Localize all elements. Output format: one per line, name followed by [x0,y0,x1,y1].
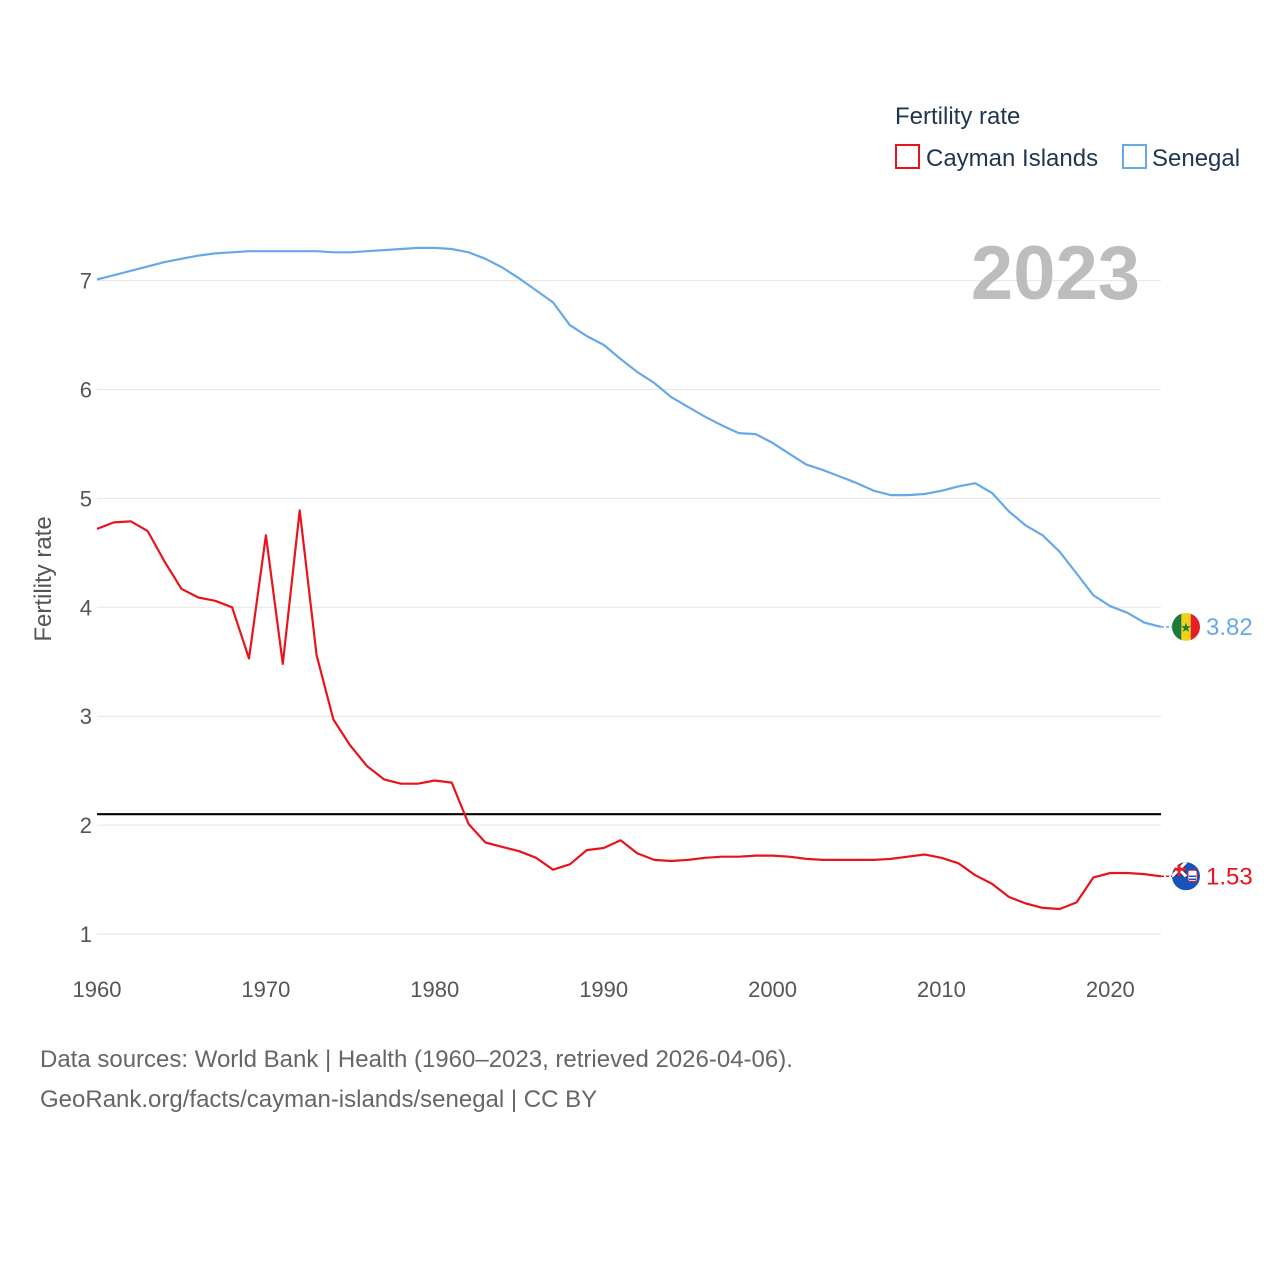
legend-item-cayman[interactable]: Cayman Islands [895,144,1098,172]
end-markers: 1.53 ★ 3.82 [1161,612,1253,891]
legend-label-senegal: Senegal [1152,145,1240,172]
flag-senegal-icon: ★ [1172,612,1200,641]
y-tick-label: 5 [80,486,92,511]
legend-swatch-senegal [1122,144,1147,169]
y-tick-label: 6 [80,378,92,403]
y-axis-ticks: 1 2 3 4 5 6 7 [80,269,92,947]
x-tick-label: 2020 [1086,977,1135,1002]
x-tick-label: 1960 [73,977,122,1002]
x-tick-label: 2000 [748,977,797,1002]
source-line-1: Data sources: World Bank | Health (1960–… [40,1046,793,1073]
y-tick-label: 1 [80,922,92,947]
x-axis-ticks: 1960 1970 1980 1990 2000 2010 2020 [73,977,1135,1002]
source-line-2: GeoRank.org/facts/cayman-islands/senegal… [40,1086,598,1113]
svg-text:★: ★ [1180,620,1192,635]
end-label-senegal: 3.82 [1206,614,1253,641]
fertility-chart: 1 2 3 4 5 6 7 1960 1970 1980 1990 2000 2010 2020 Fer… [30,103,1253,1002]
y-tick-label: 2 [80,813,92,838]
y-tick-label: 7 [80,269,92,294]
y-tick-label: 4 [80,595,92,620]
legend-title: Fertility rate [895,103,1020,130]
x-tick-label: 1980 [410,977,459,1002]
x-tick-label: 2010 [917,977,966,1002]
end-label-cayman-islands: 1.53 [1206,863,1253,890]
series-lines [96,246,1162,911]
legend-item-senegal[interactable]: Senegal [1122,144,1240,172]
y-axis-label: Fertility rate [30,516,57,641]
legend-label-cayman: Cayman Islands [926,145,1098,172]
series-line-cayman-islands[interactable] [96,509,1162,911]
flag-cayman-islands-icon [1172,862,1200,891]
x-tick-label: 1990 [579,977,628,1002]
year-label: 2023 [971,231,1140,316]
legend-swatch-cayman [895,144,920,169]
y-tick-label: 3 [80,704,92,729]
x-tick-label: 1970 [241,977,290,1002]
legend: Fertility rate Cayman Islands Senegal [895,103,1240,172]
series-line-senegal[interactable] [96,246,1162,628]
